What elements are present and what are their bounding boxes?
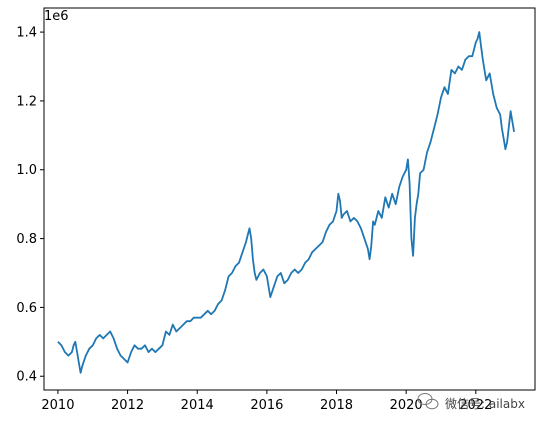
x-tick-label: 2014 bbox=[181, 398, 214, 413]
wechat-icon bbox=[417, 393, 439, 410]
watermark-text: 微信号: ailabx bbox=[445, 397, 525, 411]
watermark: 微信号: ailabx bbox=[417, 393, 525, 411]
series-layer bbox=[57, 31, 515, 374]
y-tick-label: 1.4 bbox=[16, 26, 37, 41]
x-tick-label: 2016 bbox=[250, 398, 283, 413]
axes-frame bbox=[43, 7, 536, 391]
y-tick-label: 1.2 bbox=[16, 94, 37, 109]
x-tick-label: 2010 bbox=[41, 398, 74, 413]
x-tick-label: 2012 bbox=[111, 398, 144, 413]
y-tick-label: 1.0 bbox=[16, 163, 37, 178]
series-line bbox=[57, 31, 515, 374]
y-tick-label: 0.6 bbox=[16, 301, 37, 316]
axis-ticks: 2010 2012 2014 2016 2018 2020 2022 0.4 0.6 0.8 1.0… bbox=[16, 26, 492, 413]
x-tick-label: 2022 bbox=[459, 398, 492, 413]
x-tick-label: 2018 bbox=[320, 398, 353, 413]
y-tick-label: 0.4 bbox=[16, 370, 37, 385]
x-tick-label: 2020 bbox=[390, 398, 423, 413]
y-offset-label: 1e6 bbox=[44, 9, 69, 24]
y-tick-label: 0.8 bbox=[16, 232, 37, 247]
